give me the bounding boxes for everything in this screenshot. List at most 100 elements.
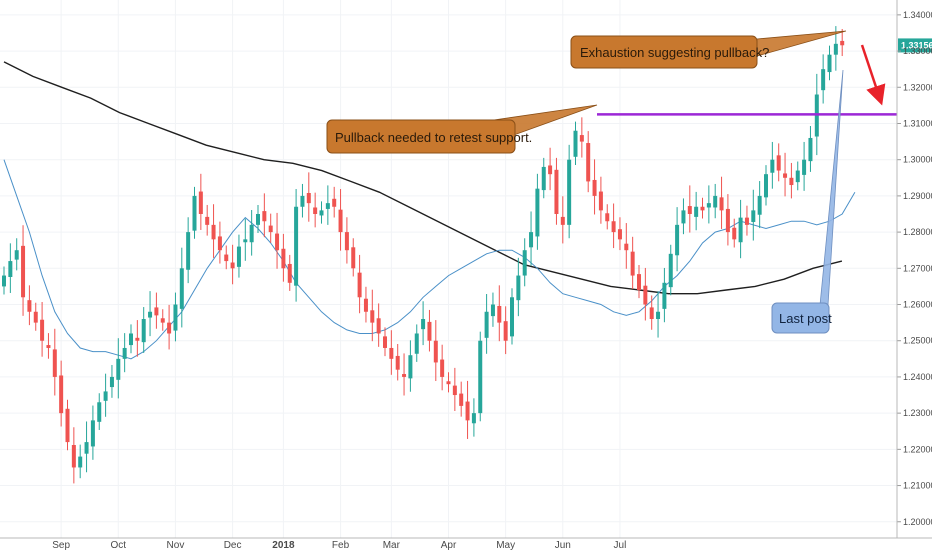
candle-body (611, 221, 616, 233)
candle-body (281, 248, 286, 269)
candle-body (662, 282, 667, 309)
candle-body (27, 300, 32, 312)
candlesticks (2, 26, 845, 484)
candlestick (14, 238, 19, 271)
candle-body (427, 321, 432, 341)
last-price-label: 1.33156 (901, 40, 932, 50)
y-tick-label: 1.30000 (903, 155, 932, 165)
candlestick (789, 162, 794, 199)
candlestick (357, 254, 362, 314)
candlestick (160, 309, 165, 331)
candlestick (764, 165, 768, 206)
candle-body (725, 208, 730, 233)
candle-body (560, 216, 565, 225)
candlestick (522, 238, 527, 287)
candle-body (579, 135, 584, 142)
candlestick (586, 131, 591, 193)
candle-body (186, 232, 191, 270)
candlestick (148, 291, 153, 337)
candlestick (446, 372, 451, 393)
candle-body (497, 305, 502, 323)
x-tick-label: Dec (224, 540, 242, 550)
candle-body (617, 229, 622, 240)
candle-body (548, 165, 553, 175)
candle-body (294, 206, 299, 286)
candle-body (243, 239, 248, 243)
candle-body (516, 275, 521, 301)
candle-body (363, 298, 368, 312)
candlestick (186, 217, 191, 284)
candle-body (33, 311, 38, 323)
candlestick (560, 196, 565, 244)
candle-body (503, 321, 508, 341)
last-price-tag (898, 38, 932, 53)
candlestick (675, 207, 680, 272)
candle-body (8, 261, 13, 277)
x-tick-label: Jul (614, 540, 627, 550)
candle-body (46, 345, 51, 348)
candlestick (268, 213, 273, 243)
candlestick (243, 218, 248, 261)
candlestick (579, 117, 584, 158)
candlestick (478, 331, 483, 422)
candlestick (535, 173, 540, 250)
candle-body (751, 210, 756, 222)
x-tick-label: Sep (52, 540, 70, 550)
candlestick (351, 238, 356, 277)
y-tick-label: 1.31000 (903, 118, 932, 128)
candle-body (465, 401, 470, 421)
y-tick-label: 1.27000 (903, 263, 932, 273)
candle-body (802, 159, 807, 175)
candle-body (541, 166, 546, 191)
candle-body (586, 143, 591, 182)
candlestick (757, 181, 762, 229)
candle-body (694, 206, 699, 217)
candlestick (598, 176, 603, 224)
candlestick (611, 203, 616, 249)
candlestick (802, 141, 807, 191)
x-tick-label: Nov (167, 540, 185, 550)
callout-exhaustion: Exhaustion suggesting pullback? (570, 30, 847, 69)
y-tick-label: 1.21000 (903, 481, 932, 491)
candle-body (668, 253, 673, 288)
candlestick (249, 210, 254, 256)
candle-body (97, 402, 102, 422)
candle-body (840, 40, 845, 46)
x-tick-label: 2018 (272, 540, 295, 550)
candle-body (643, 285, 648, 305)
candle-body (510, 297, 514, 337)
candle-body (624, 243, 629, 251)
candle-body (78, 456, 83, 468)
candle-body (732, 227, 737, 240)
candle-body (167, 322, 172, 334)
candle-body (395, 355, 400, 370)
candlestick (795, 161, 800, 191)
candlestick (662, 267, 667, 323)
candle-body (738, 217, 743, 243)
callout-tail (819, 69, 844, 306)
candle-body (154, 307, 159, 316)
candle-body (198, 191, 203, 214)
candle-body (211, 224, 216, 240)
candlestick (306, 172, 311, 222)
candle-body (414, 333, 419, 354)
candlestick (230, 244, 235, 285)
candle-body (522, 250, 527, 276)
candlestick (694, 191, 699, 231)
candlestick (668, 244, 673, 296)
candlestick (338, 189, 343, 251)
candlestick (78, 444, 83, 479)
candlestick (567, 144, 572, 239)
x-tick-label: May (496, 540, 515, 550)
candlestick (116, 338, 121, 399)
candlestick (427, 309, 432, 352)
candlestick (46, 333, 51, 359)
candlestick (294, 189, 299, 302)
candle-body (681, 210, 686, 224)
annotations-overlay: 1.33156 Exhaustion suggesting pullback? Pu… (326, 30, 932, 334)
candlestick (275, 212, 280, 269)
candlestick (2, 266, 6, 295)
x-tick-label: Apr (441, 540, 457, 550)
candle-body (649, 307, 654, 319)
candle-body (808, 137, 813, 162)
